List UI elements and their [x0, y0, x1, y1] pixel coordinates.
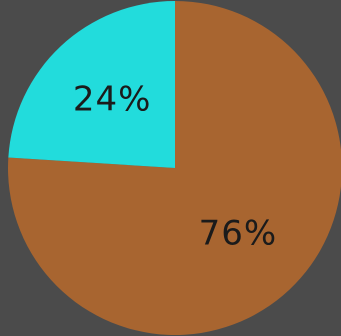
pie-slice-label-1: 24% — [73, 80, 152, 120]
pie-slices — [8, 1, 341, 335]
pie-slice-0 — [8, 1, 341, 335]
pie-labels: 76% 24% — [73, 80, 278, 254]
pie-slice-label-0: 76% — [199, 213, 278, 253]
pie-slice-1 — [8, 1, 176, 168]
